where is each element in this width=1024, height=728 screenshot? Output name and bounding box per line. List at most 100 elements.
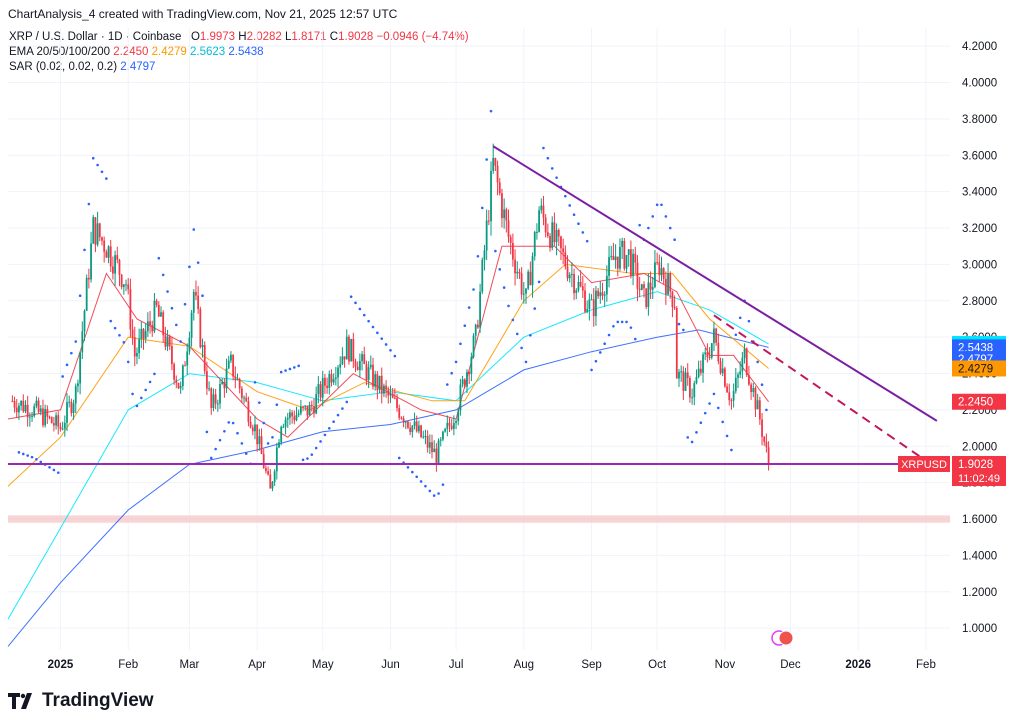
- candle[interactable]: [415, 421, 418, 432]
- candle[interactable]: [144, 331, 147, 339]
- candle[interactable]: [22, 400, 25, 412]
- candle[interactable]: [719, 361, 722, 374]
- candle[interactable]: [383, 385, 385, 394]
- candle[interactable]: [372, 364, 374, 387]
- candle[interactable]: [343, 356, 346, 360]
- candle[interactable]: [74, 386, 77, 404]
- candle[interactable]: [448, 422, 451, 426]
- candle[interactable]: [459, 384, 462, 411]
- candle[interactable]: [271, 481, 274, 489]
- candle[interactable]: [479, 291, 481, 328]
- candle[interactable]: [667, 273, 669, 295]
- candle[interactable]: [485, 220, 488, 251]
- candle[interactable]: [664, 278, 667, 295]
- candle[interactable]: [153, 300, 156, 332]
- candle[interactable]: [330, 374, 333, 383]
- symbol-row[interactable]: XRP / U.S. Dollar · 1D · Coinbase O1.997…: [9, 31, 469, 43]
- candle[interactable]: [177, 382, 180, 389]
- candle[interactable]: [269, 474, 272, 489]
- candle[interactable]: [286, 417, 289, 420]
- candle[interactable]: [210, 388, 213, 409]
- candle[interactable]: [402, 418, 405, 423]
- candle[interactable]: [238, 379, 241, 389]
- candle[interactable]: [352, 338, 355, 362]
- sar-row[interactable]: SAR (0.02, 0.02, 0.2) 2.4797: [9, 60, 469, 75]
- candle[interactable]: [116, 255, 119, 260]
- candle[interactable]: [745, 348, 748, 376]
- candle[interactable]: [345, 336, 348, 360]
- candle[interactable]: [243, 397, 245, 399]
- candle[interactable]: [197, 295, 200, 310]
- candle[interactable]: [544, 217, 547, 233]
- candle[interactable]: [581, 286, 584, 291]
- candle[interactable]: [48, 416, 51, 418]
- candle[interactable]: [103, 240, 106, 252]
- candle[interactable]: [339, 364, 342, 368]
- us-flag-icon[interactable]: [778, 630, 794, 646]
- candle[interactable]: [149, 321, 151, 326]
- candle[interactable]: [557, 229, 560, 237]
- candle[interactable]: [518, 271, 521, 274]
- candle[interactable]: [678, 371, 680, 379]
- candle[interactable]: [70, 401, 73, 414]
- candle[interactable]: [127, 284, 130, 290]
- candle[interactable]: [249, 421, 252, 428]
- candle[interactable]: [693, 383, 696, 398]
- candle[interactable]: [138, 338, 141, 353]
- candle[interactable]: [435, 448, 438, 464]
- candle[interactable]: [623, 240, 626, 269]
- candle[interactable]: [636, 262, 639, 289]
- candle[interactable]: [358, 361, 361, 371]
- candle[interactable]: [407, 421, 409, 428]
- candle[interactable]: [365, 363, 368, 380]
- candle[interactable]: [726, 386, 728, 393]
- candle[interactable]: [66, 402, 68, 423]
- candle[interactable]: [649, 282, 652, 290]
- candle[interactable]: [131, 329, 134, 338]
- candle[interactable]: [564, 252, 567, 267]
- candle[interactable]: [46, 409, 49, 417]
- candle[interactable]: [763, 436, 766, 442]
- candle[interactable]: [348, 336, 350, 362]
- candle[interactable]: [734, 377, 737, 392]
- candle[interactable]: [579, 281, 582, 287]
- candle[interactable]: [743, 348, 746, 358]
- candle[interactable]: [586, 308, 589, 312]
- candle[interactable]: [573, 273, 575, 294]
- candle[interactable]: [616, 256, 619, 269]
- candle[interactable]: [216, 403, 219, 405]
- candle[interactable]: [455, 421, 457, 424]
- candle[interactable]: [708, 356, 711, 358]
- candle[interactable]: [142, 328, 145, 339]
- candle[interactable]: [280, 426, 283, 443]
- candle[interactable]: [723, 368, 726, 387]
- candle[interactable]: [463, 379, 466, 387]
- candle[interactable]: [317, 384, 320, 395]
- candle[interactable]: [592, 299, 595, 317]
- candle[interactable]: [258, 436, 261, 445]
- candle[interactable]: [125, 284, 127, 286]
- candle[interactable]: [673, 306, 676, 309]
- candle[interactable]: [208, 388, 210, 390]
- candle[interactable]: [321, 377, 324, 398]
- candle[interactable]: [413, 421, 416, 426]
- candle[interactable]: [146, 321, 149, 332]
- candle[interactable]: [487, 220, 490, 222]
- candle[interactable]: [444, 428, 447, 432]
- candle[interactable]: [85, 277, 88, 311]
- candle[interactable]: [466, 372, 468, 387]
- candle[interactable]: [61, 428, 64, 430]
- candle[interactable]: [477, 324, 479, 328]
- candle[interactable]: [625, 255, 628, 269]
- candle[interactable]: [651, 287, 654, 290]
- candle[interactable]: [350, 338, 353, 362]
- candle[interactable]: [750, 384, 753, 393]
- candle[interactable]: [265, 468, 267, 472]
- candle[interactable]: [378, 375, 381, 390]
- candle[interactable]: [376, 374, 379, 390]
- candle[interactable]: [706, 352, 709, 357]
- candle[interactable]: [503, 209, 506, 219]
- candle[interactable]: [540, 205, 543, 211]
- candle[interactable]: [256, 424, 259, 445]
